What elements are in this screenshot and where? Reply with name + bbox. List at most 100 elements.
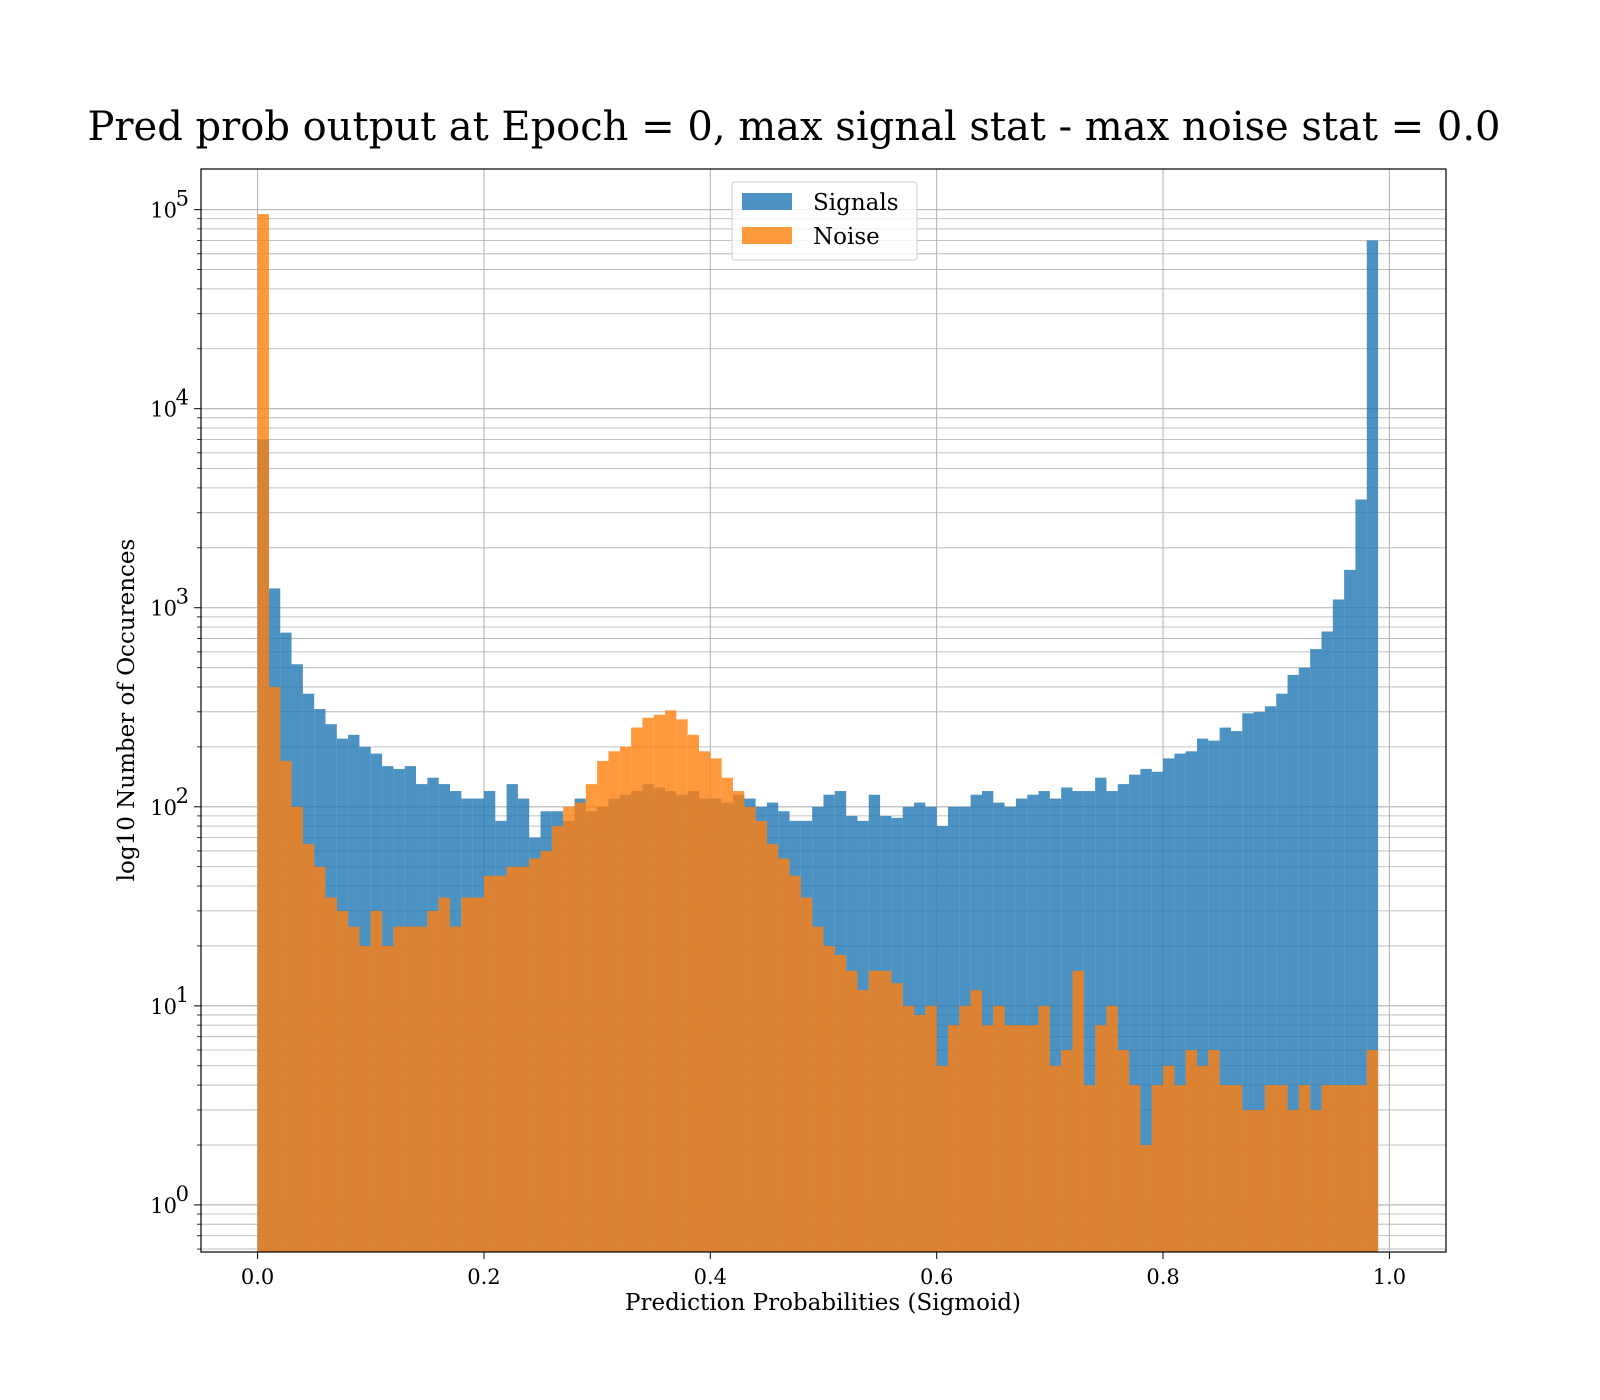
bar-noise — [1140, 1144, 1152, 1252]
bar-noise — [789, 875, 801, 1252]
legend: Signals Noise — [731, 181, 918, 261]
bar-noise — [1072, 970, 1084, 1252]
bar-noise — [404, 926, 417, 1252]
bar-noise — [970, 990, 982, 1252]
bar-noise — [1027, 1025, 1039, 1252]
bar-signals — [1253, 711, 1265, 1252]
bar-noise — [517, 866, 530, 1252]
bar-noise — [427, 910, 439, 1252]
bar-noise — [823, 945, 835, 1252]
bar-noise — [1208, 1050, 1220, 1252]
y-tick-exponent: 5 — [176, 187, 189, 211]
bar-noise — [574, 802, 586, 1252]
bar-noise — [563, 806, 575, 1252]
bar-noise — [280, 760, 292, 1252]
x-tick-label: 0.8 — [1146, 1265, 1179, 1289]
bar-noise — [959, 1005, 971, 1252]
bar-noise — [1242, 1109, 1254, 1252]
bar-signals — [1287, 674, 1299, 1252]
bar-noise — [880, 970, 892, 1252]
plot-frame — [200, 168, 1447, 1253]
bar-noise — [1253, 1109, 1265, 1252]
bar-noise — [1264, 1085, 1277, 1252]
bar-noise — [891, 983, 903, 1252]
bar-noise — [438, 897, 450, 1252]
bar-noise — [1310, 1109, 1322, 1252]
x-tick-label: 0.2 — [467, 1265, 500, 1289]
bar-noise — [812, 926, 824, 1252]
x-tick-label: 0.0 — [241, 1265, 274, 1289]
bar-noise — [857, 990, 869, 1252]
bar-signals — [1117, 784, 1130, 1252]
x-axis-label: Prediction Probabilities (Sigmoid) — [625, 1290, 1021, 1316]
bar-noise — [1061, 1050, 1073, 1252]
x-axis-ticks: 0.0 0.2 0.4 0.6 0.8 1.0 — [241, 1252, 1406, 1289]
bar-noise — [868, 970, 881, 1252]
histogram-bars — [257, 214, 1379, 1253]
bar-noise — [495, 875, 507, 1252]
bar-noise — [382, 945, 394, 1252]
bar-signals — [1366, 240, 1379, 1252]
bar-noise — [268, 686, 281, 1252]
bar-signals — [936, 826, 948, 1252]
bar-noise — [1174, 1085, 1186, 1252]
bar-noise — [291, 806, 303, 1252]
bar-signals — [1083, 791, 1096, 1252]
bar-noise — [1344, 1085, 1356, 1252]
bar-noise — [585, 784, 598, 1252]
bar-signals — [1197, 738, 1209, 1252]
bar-noise — [302, 844, 315, 1252]
bar-noise — [936, 1065, 948, 1252]
bar-noise — [461, 897, 473, 1252]
bar-signals — [981, 791, 994, 1252]
bar-signals — [1151, 771, 1164, 1252]
bar-noise — [846, 970, 858, 1252]
bar-noise — [1366, 1050, 1379, 1252]
bar-noise — [1276, 1085, 1288, 1252]
bar-noise — [314, 866, 326, 1252]
bar-signals — [1321, 631, 1333, 1252]
bar-noise — [1083, 1085, 1096, 1252]
y-tick-exponent: 4 — [176, 386, 189, 410]
bar-noise — [925, 1005, 937, 1252]
bar-noise — [1219, 1085, 1231, 1252]
bar-noise — [800, 897, 813, 1252]
bar-signals — [1095, 777, 1107, 1252]
bar-noise — [483, 875, 496, 1252]
bar-signals — [1242, 713, 1254, 1252]
bar-noise — [393, 926, 405, 1252]
bar-signals — [1129, 774, 1141, 1252]
bar-signals — [1049, 798, 1062, 1252]
bar-noise — [721, 777, 733, 1252]
y-tick-label: 10 — [150, 796, 177, 820]
bar-noise — [529, 858, 541, 1252]
bar-noise — [1298, 1085, 1311, 1252]
bar-signals — [1163, 758, 1175, 1252]
bar-noise — [778, 858, 790, 1252]
bar-noise — [766, 844, 779, 1252]
bar-noise — [755, 820, 767, 1252]
bar-noise — [1038, 1005, 1050, 1252]
bar-signals — [1140, 768, 1152, 1252]
x-tick-label: 0.4 — [694, 1265, 727, 1289]
bar-noise — [1185, 1050, 1197, 1252]
bar-noise — [914, 1014, 926, 1252]
bar-noise — [257, 214, 269, 1253]
y-tick-exponent: 2 — [176, 784, 189, 808]
bar-noise — [1197, 1065, 1209, 1252]
y-axis-label: log10 Number of Occurences — [114, 539, 140, 882]
bar-noise — [710, 758, 722, 1252]
bar-noise — [1095, 1025, 1107, 1252]
x-tick-label: 1.0 — [1373, 1265, 1406, 1289]
chart-title: Pred prob output at Epoch = 0, max signa… — [88, 104, 1501, 150]
y-tick-label: 10 — [150, 995, 177, 1019]
bar-noise — [325, 897, 337, 1252]
bar-signals — [1061, 787, 1073, 1252]
bar-noise — [834, 955, 847, 1252]
bar-signals — [1276, 693, 1288, 1252]
y-tick-label: 10 — [150, 199, 177, 223]
bar-signals — [1185, 751, 1197, 1252]
bar-noise — [1332, 1085, 1345, 1252]
bar-noise — [348, 926, 360, 1252]
